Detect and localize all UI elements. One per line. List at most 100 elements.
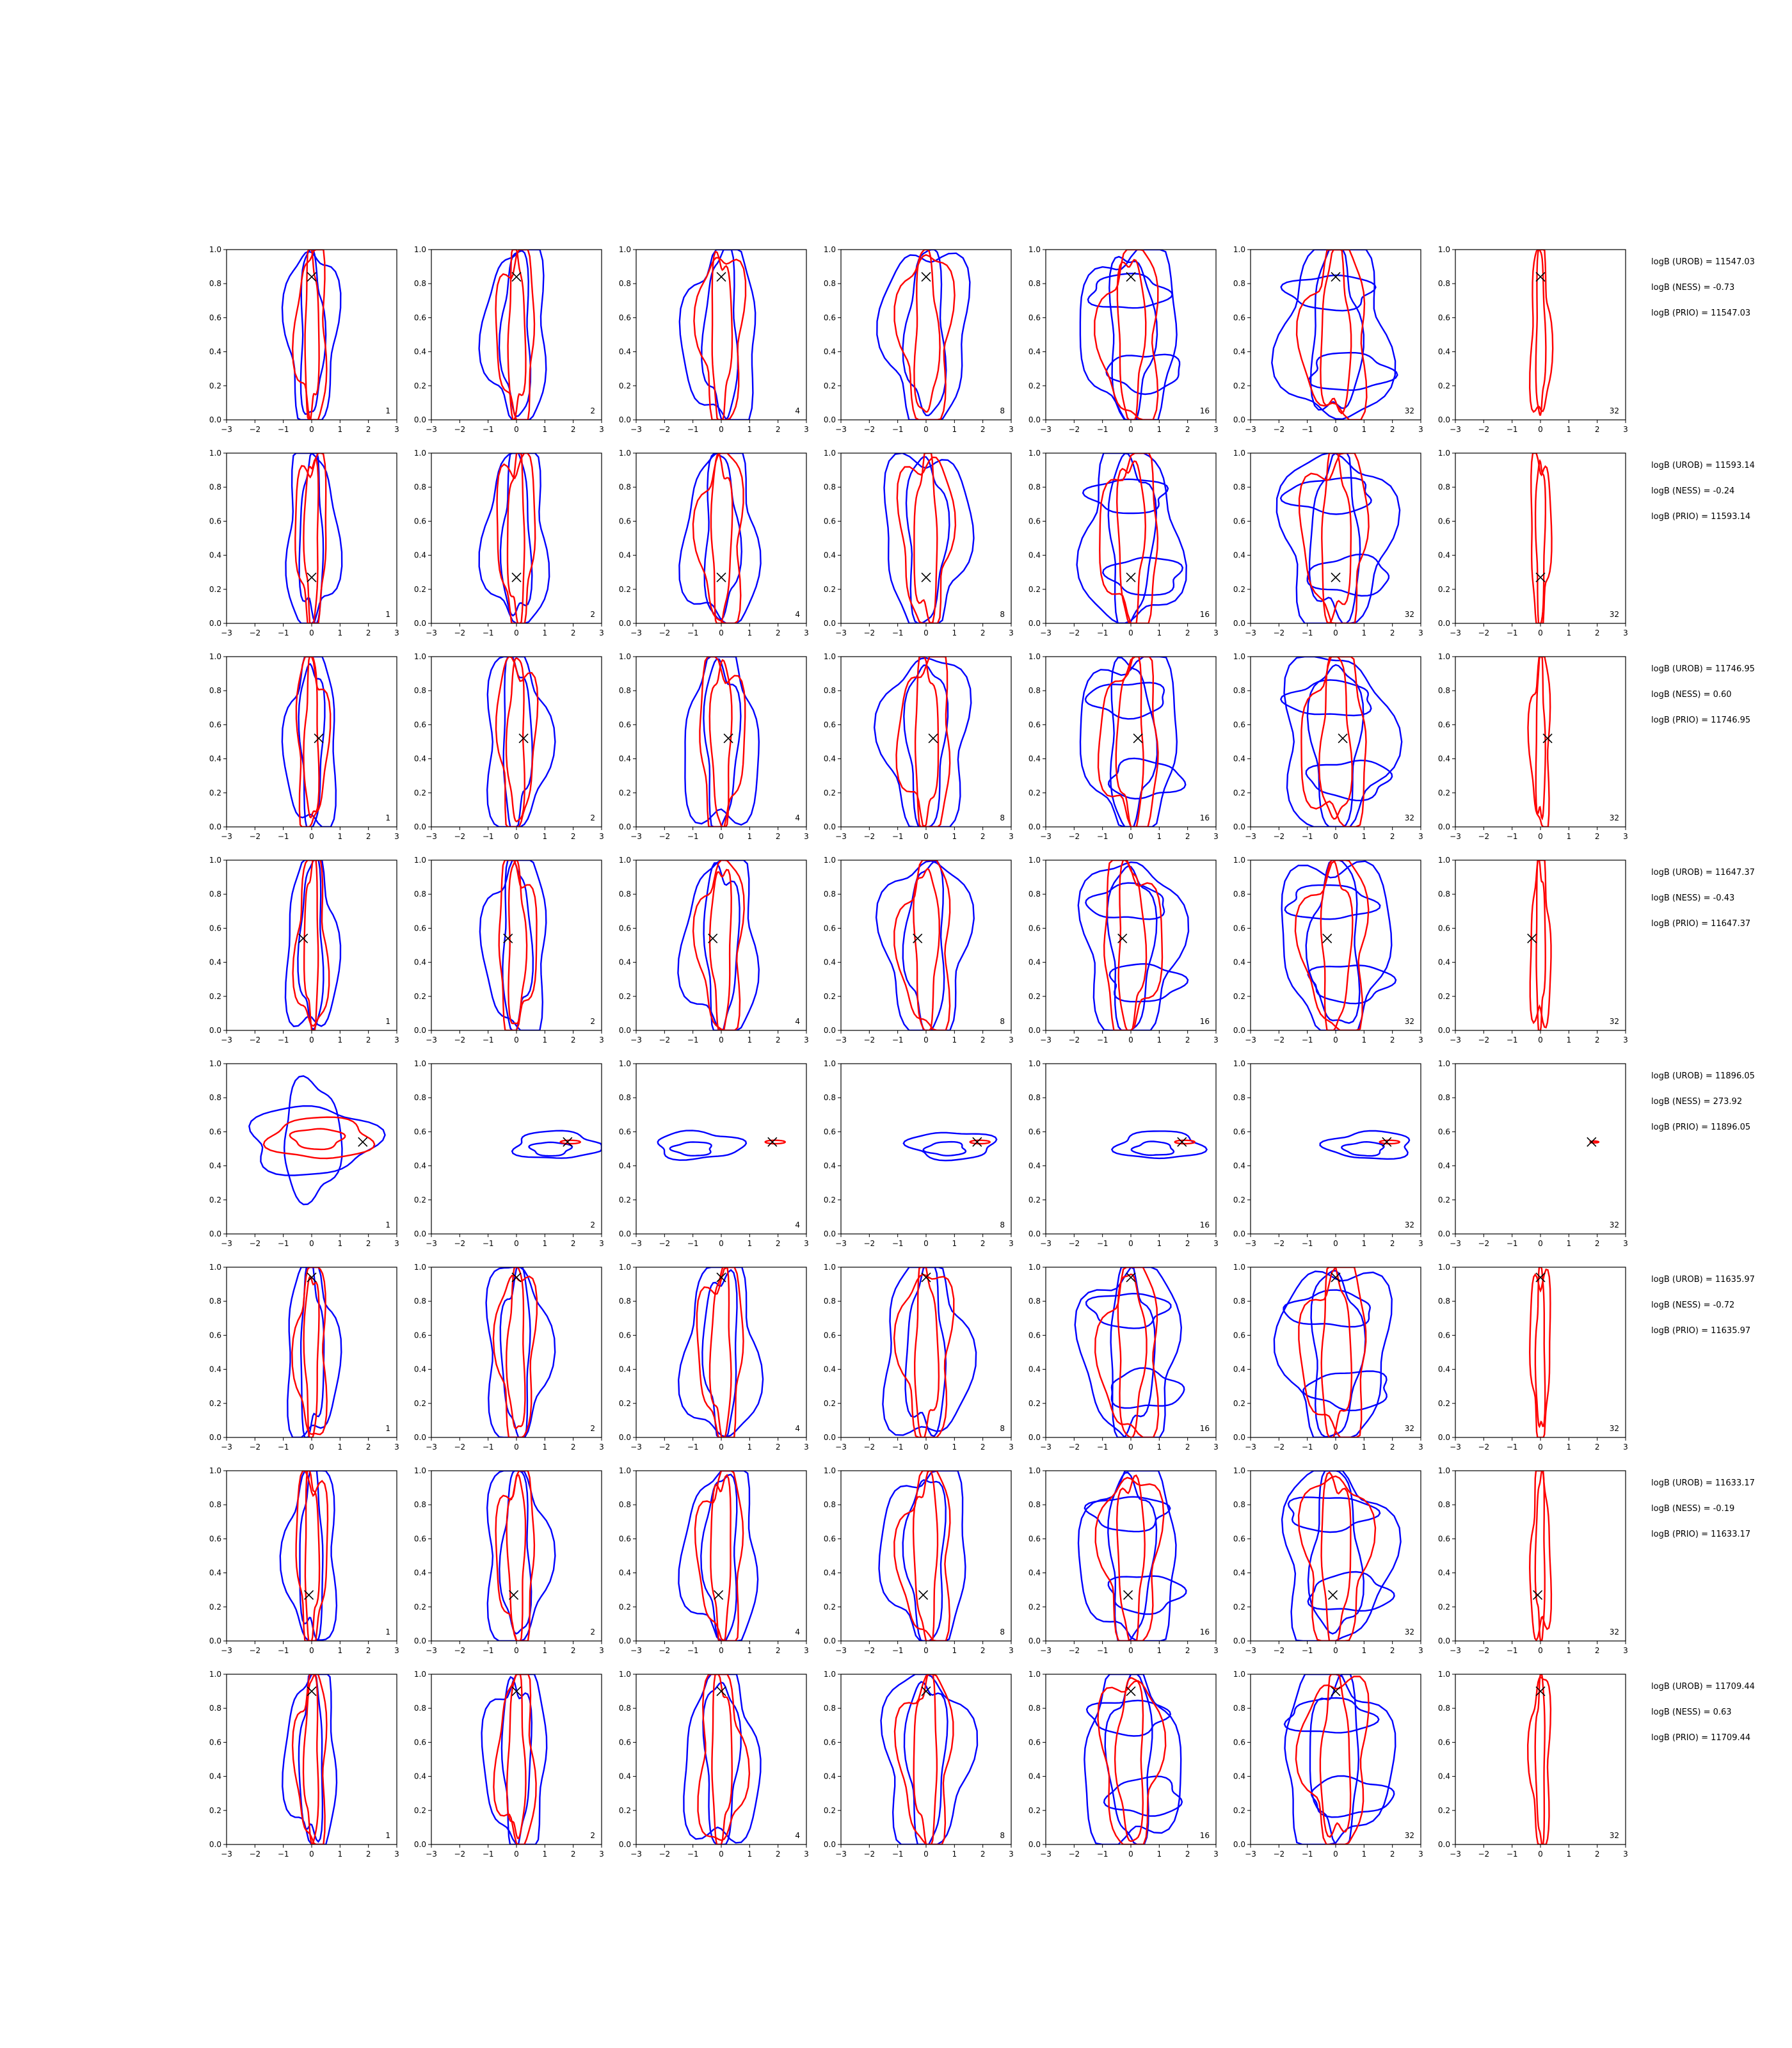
blue-contour xyxy=(1085,882,1165,920)
contours xyxy=(1079,250,1181,420)
x-tick-label: −2 xyxy=(1478,1239,1489,1248)
panel-label: 2 xyxy=(590,813,595,822)
y-tick-label: 0.4 xyxy=(1438,348,1450,356)
blue-contour xyxy=(1307,964,1397,1005)
blue-contour xyxy=(478,250,547,420)
y-tick-label: 0.4 xyxy=(1028,551,1041,560)
contours xyxy=(478,453,550,623)
x-tick-label: −1 xyxy=(1097,425,1108,434)
y-tick-label: 0.4 xyxy=(1438,958,1450,967)
axes-frame xyxy=(431,452,602,624)
contours xyxy=(883,453,975,623)
x-tick-label: 1 xyxy=(543,1239,548,1248)
logb-annotation: logB (NESS) = -0.72 xyxy=(1651,1300,1735,1310)
panel-label: 4 xyxy=(795,1220,800,1229)
y-tick-label: 0.8 xyxy=(1438,890,1450,899)
red-contour xyxy=(1529,860,1552,1028)
y-tick-label: 0.2 xyxy=(1438,992,1450,1001)
red-contour xyxy=(303,657,320,819)
true-value-marker xyxy=(1126,1686,1136,1697)
y-tick-label: 0.4 xyxy=(619,1365,631,1374)
y-tick-label: 0.0 xyxy=(1438,1840,1450,1849)
blue-contour xyxy=(905,456,950,623)
blue-contour xyxy=(478,453,550,623)
y-tick-label: 0.8 xyxy=(824,1500,836,1509)
y-tick-label: 0.4 xyxy=(1233,1162,1245,1171)
x-tick-label: 0 xyxy=(1538,1036,1543,1044)
x-tick-label: 0 xyxy=(1538,1443,1543,1452)
x-tick-label: −2 xyxy=(1273,1036,1284,1044)
panel-label: 16 xyxy=(1200,1424,1210,1433)
axes-frame xyxy=(226,860,397,1031)
blue-contour xyxy=(1302,1370,1388,1412)
x-tick-label: 2 xyxy=(1185,1239,1190,1248)
logb-annotation: logB (NESS) = 273.92 xyxy=(1651,1097,1743,1107)
x-tick-label: 3 xyxy=(1009,425,1014,434)
panel-r2-c6: −3 −2 −1 0 1 2 3 0.0 0.2 0.4 0.6 0.8 1.0 32 xyxy=(1233,449,1423,637)
x-tick-label: 1 xyxy=(748,1239,753,1248)
blue-contour xyxy=(873,657,972,827)
panel-r3-c5: −3 −2 −1 0 1 2 3 0.0 0.2 0.4 0.6 0.8 1.0 16 xyxy=(1028,652,1219,841)
x-tick-label: −3 xyxy=(630,425,642,434)
y-tick-label: 1.0 xyxy=(209,856,221,865)
x-tick-label: −3 xyxy=(1450,832,1461,841)
x-tick-label: −1 xyxy=(278,1239,289,1248)
panel-label: 32 xyxy=(1405,1220,1414,1229)
red-contour xyxy=(1116,259,1147,420)
y-tick-label: 1.0 xyxy=(209,245,221,254)
x-tick-label: −2 xyxy=(1273,425,1284,434)
red-contour xyxy=(1094,250,1159,420)
blue-contour xyxy=(1271,250,1396,420)
y-tick-label: 1.0 xyxy=(1233,1466,1245,1475)
y-tick-label: 0.2 xyxy=(1028,585,1041,594)
panel-label: 8 xyxy=(1000,610,1005,619)
red-contour xyxy=(495,657,539,827)
logb-annotation: logB (PRIO) = 11633.17 xyxy=(1651,1530,1751,1539)
red-contour xyxy=(1115,657,1144,827)
panel-label: 32 xyxy=(1610,813,1619,822)
y-tick-label: 0.8 xyxy=(1233,483,1245,492)
blue-contour xyxy=(1283,1697,1380,1734)
true-value-marker xyxy=(918,1590,929,1600)
x-tick-label: −3 xyxy=(1040,1239,1052,1248)
x-tick-label: −2 xyxy=(454,1443,465,1452)
x-tick-label: 3 xyxy=(599,1443,604,1452)
x-tick-label: 2 xyxy=(980,1443,986,1452)
blue-contour xyxy=(1310,1775,1395,1818)
red-contour xyxy=(507,250,527,420)
red-contour xyxy=(1094,1476,1165,1641)
y-tick-label: 0.0 xyxy=(824,1026,836,1035)
y-tick-label: 0.6 xyxy=(1233,924,1245,932)
y-tick-label: 1.0 xyxy=(209,652,221,661)
x-tick-label: 1 xyxy=(543,1036,548,1044)
axes-frame xyxy=(226,452,397,624)
contours xyxy=(902,1132,998,1162)
y-tick-label: 1.0 xyxy=(619,856,631,865)
x-tick-label: −2 xyxy=(249,1239,260,1248)
blue-contour xyxy=(1281,1471,1402,1641)
x-tick-label: 0 xyxy=(719,1850,724,1859)
y-tick-label: 0.2 xyxy=(1438,381,1450,390)
y-tick-label: 0.2 xyxy=(1233,1399,1245,1408)
y-tick-label: 0.8 xyxy=(1438,1297,1450,1306)
blue-contour xyxy=(1279,477,1372,515)
x-tick-label: 2 xyxy=(980,1850,986,1859)
panel-label: 16 xyxy=(1200,1831,1210,1840)
red-contour xyxy=(1379,1139,1401,1145)
red-contour xyxy=(913,1267,940,1437)
contours xyxy=(677,860,760,1030)
y-tick-label: 0.6 xyxy=(209,1534,221,1543)
x-tick-label: 2 xyxy=(1595,1239,1600,1248)
axes-frame xyxy=(431,656,602,828)
red-contour xyxy=(710,453,733,623)
blue-contour xyxy=(703,862,740,1030)
red-contour xyxy=(1320,1267,1353,1437)
blue-contour xyxy=(248,1105,386,1176)
y-tick-label: 1.0 xyxy=(619,652,631,661)
y-tick-label: 1.0 xyxy=(824,1466,836,1475)
y-tick-label: 1.0 xyxy=(1438,856,1450,865)
y-tick-label: 0.0 xyxy=(209,415,221,424)
panel-label: 32 xyxy=(1610,1220,1619,1229)
y-tick-label: 0.0 xyxy=(1028,1229,1041,1238)
blue-contour xyxy=(701,1268,738,1437)
